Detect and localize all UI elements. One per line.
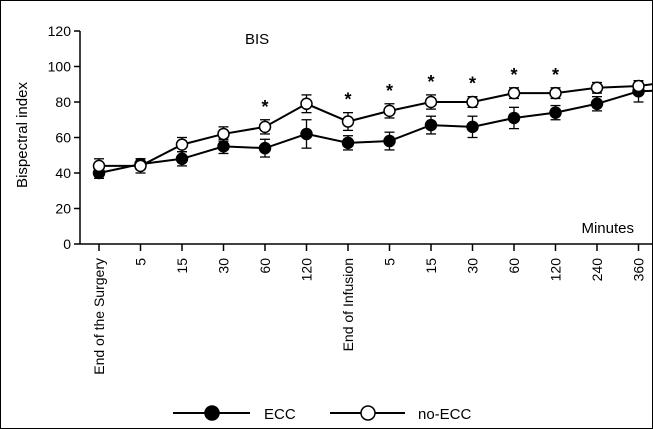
legend-ecc-label: ECC [264, 406, 296, 423]
axes: 0 20 40 60 80 100 120 End of the Surgery 5 15 30 60… [48, 23, 653, 375]
significance-star: * [386, 81, 393, 101]
x-tick-label: 60 [506, 258, 522, 274]
ecc-data-point [258, 141, 272, 155]
no-ecc-data-point [424, 95, 438, 109]
ecc-data-point [507, 111, 521, 125]
ecc-data-point [217, 140, 230, 153]
x-tick-label: 5 [382, 258, 398, 266]
legend: ECC no-ECC [173, 405, 472, 423]
x-tick-label: 120 [548, 258, 564, 282]
no-ecc-data-point [92, 159, 106, 173]
x-tick-label: 30 [465, 258, 481, 274]
no-ecc-series-line [99, 83, 653, 167]
no-ecc-data-point [134, 159, 147, 173]
ecc-data-point [383, 134, 396, 148]
significance-star: * [261, 97, 268, 117]
y-tick-label: 60 [55, 130, 71, 146]
ecc-data-point [549, 106, 562, 119]
no-ecc-data-point [300, 97, 313, 111]
x-tick-label: End of Infusion [340, 258, 356, 351]
ecc-data-point [341, 136, 355, 150]
y-tick-label: 100 [48, 59, 72, 75]
no-ecc-data-point [258, 120, 272, 134]
x-tick-label: 120 [299, 258, 315, 282]
x-tick-label: 15 [423, 258, 439, 274]
ecc-data-point [590, 97, 604, 111]
ecc-data-point [300, 127, 313, 141]
no-ecc-data-point [466, 95, 479, 109]
no-ecc-data-point [217, 127, 230, 141]
x-tick-label: 360 [631, 258, 647, 282]
no-ecc-data-point [341, 115, 355, 128]
x-tick-label: 30 [216, 258, 232, 274]
significance-star: * [344, 90, 351, 110]
no-ecc-data-point [549, 86, 562, 100]
chart-title: BIS [245, 31, 269, 48]
no-ecc-data-point [175, 138, 189, 151]
ecc-data-point [424, 118, 438, 132]
y-tick-label: 20 [55, 201, 71, 217]
no-ecc-data-point [632, 79, 645, 93]
x-tick-label: 60 [257, 258, 273, 274]
x-axis-label: Minutes [581, 220, 634, 237]
no-ecc-data-point [590, 81, 604, 95]
y-tick-label: 120 [48, 23, 72, 39]
no-ecc-data-point [383, 104, 396, 118]
significance-star: * [510, 65, 517, 85]
ecc-data-point [175, 152, 189, 166]
significance-star: * [469, 74, 476, 94]
y-tick-label: 80 [55, 94, 71, 110]
x-tick-label: 240 [589, 258, 605, 282]
x-tick-label: End of the Surgery [91, 258, 107, 375]
legend-ecc-marker [204, 405, 220, 421]
legend-no-ecc-label: no-ECC [418, 406, 472, 423]
labels: BIS Minutes Bispectral index [14, 31, 634, 237]
significance-star: * [552, 65, 559, 85]
x-tick-label: 15 [174, 258, 190, 274]
ecc-data-point [466, 120, 479, 134]
no-ecc-data-point [507, 86, 521, 100]
significance-star: * [427, 72, 434, 92]
x-tick-label: 5 [133, 258, 149, 266]
ecc-series-line [98, 89, 653, 174]
y-tick-label: 0 [63, 236, 71, 252]
legend-no-ecc-marker [360, 405, 376, 421]
y-axis-label: Bispectral index [14, 82, 31, 188]
y-tick-label: 40 [55, 165, 71, 181]
plot-area: * * * * * * * [92, 65, 653, 180]
